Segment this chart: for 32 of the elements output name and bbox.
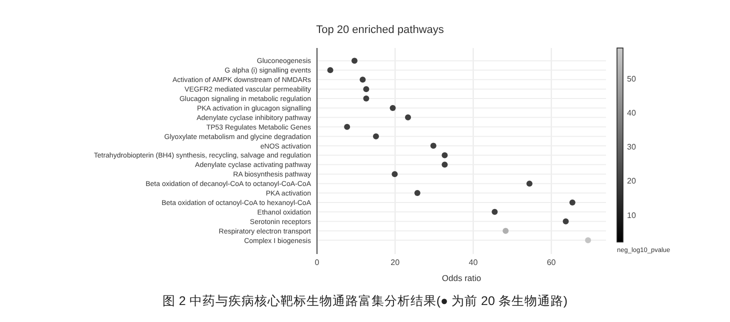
point xyxy=(327,67,334,74)
point xyxy=(404,114,411,120)
point xyxy=(363,86,370,92)
caption: 图 2 中药与疾病核心靶标生物通路富集分析结果(● 为前 20 条生物通路) xyxy=(162,293,568,308)
color-bar-label: 10 xyxy=(627,210,636,220)
point xyxy=(585,237,592,244)
point xyxy=(344,124,350,130)
point xyxy=(360,76,366,83)
point xyxy=(414,190,420,196)
point xyxy=(442,162,448,168)
point xyxy=(492,208,498,215)
color-bar-label: 40 xyxy=(627,108,636,118)
point xyxy=(430,142,436,149)
x-tick-label: 40 xyxy=(468,258,478,267)
point xyxy=(526,180,532,187)
point xyxy=(351,58,358,64)
point xyxy=(372,133,379,140)
color-bar-label: 30 xyxy=(627,142,636,152)
point xyxy=(502,228,509,234)
point xyxy=(442,152,448,158)
color-bar-label: 20 xyxy=(627,176,636,186)
point xyxy=(390,104,396,111)
point xyxy=(562,218,569,224)
point xyxy=(392,171,398,178)
x-tick-label: 0 xyxy=(314,258,320,267)
color-bar-label: 50 xyxy=(627,74,636,84)
x-tick-label: 20 xyxy=(390,258,400,267)
x-tick-label: 60 xyxy=(546,258,556,267)
chart-title: Top 20 enriched pathways xyxy=(316,24,444,36)
point xyxy=(569,199,576,206)
point xyxy=(363,96,370,102)
x-axis-title: Odds ratio xyxy=(442,273,482,283)
